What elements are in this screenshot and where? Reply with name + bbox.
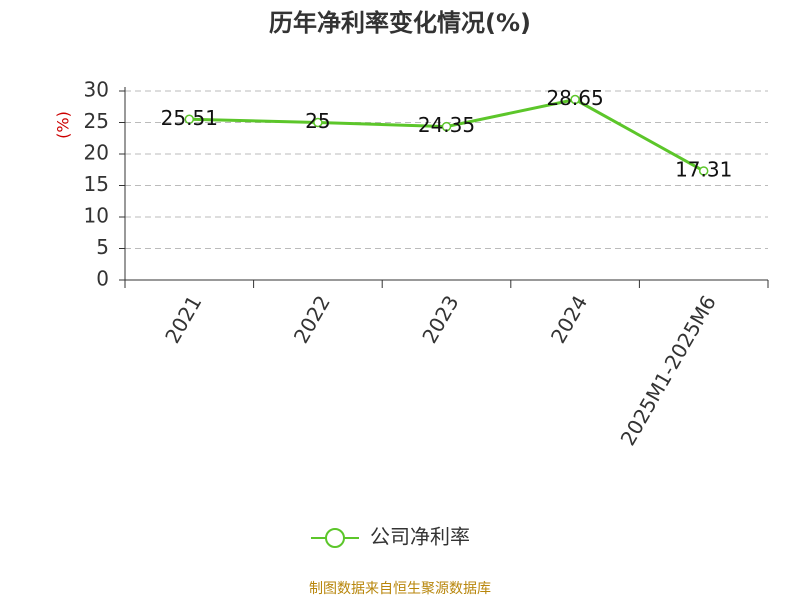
- data-label: 25.51: [161, 106, 218, 130]
- point: [313, 117, 323, 128]
- data-label: 25: [305, 109, 330, 133]
- y-tick-label: 20: [84, 141, 109, 165]
- y-tick-label: 25: [84, 109, 109, 133]
- point: [184, 114, 195, 125]
- y-axis-label: (%): [54, 111, 73, 139]
- point: [698, 166, 709, 176]
- point: [570, 94, 580, 105]
- point: [441, 121, 452, 132]
- x-tick-label: 2022: [289, 291, 335, 347]
- x-tick-label: 2025M1-2025M6: [616, 291, 721, 449]
- x-tick-label: 2023: [417, 291, 463, 347]
- legend-marker: [325, 528, 345, 548]
- chart-title: 历年净利率变化情况(%): [269, 9, 531, 37]
- data-label: 24.35: [418, 113, 475, 137]
- y-tick-label: 0: [96, 267, 109, 291]
- y-tick-label: 30: [84, 78, 109, 102]
- x-tick-label: 2024: [546, 291, 592, 347]
- y-tick-label: 10: [84, 204, 109, 228]
- data-label: 28.65: [546, 86, 603, 110]
- y-tick-label: 15: [84, 172, 109, 196]
- data-label: 17.31: [675, 157, 732, 181]
- x-tick-label: 2021: [160, 291, 206, 347]
- y-tick-label: 5: [96, 235, 109, 259]
- legend-label: 公司净利率: [370, 525, 470, 549]
- source: 制图数据来自恒生聚源数据库: [309, 581, 491, 597]
